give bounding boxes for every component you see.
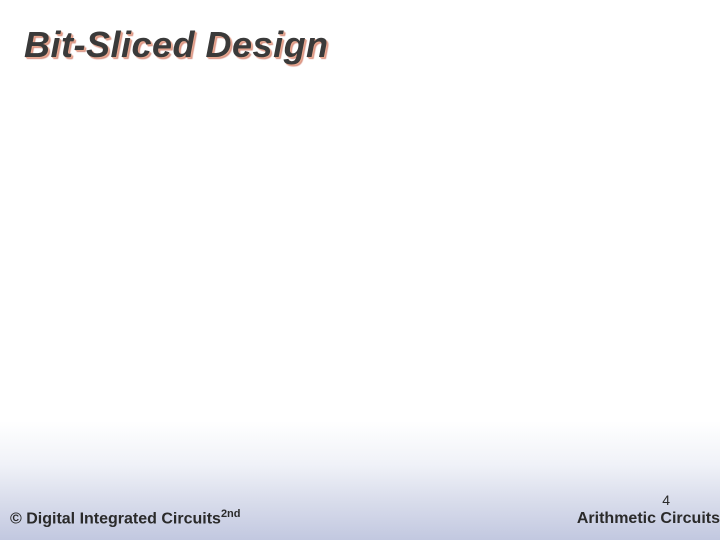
footer-left-sup: 2nd	[221, 508, 241, 520]
page-number: 4	[662, 492, 670, 508]
footer-copyright: © Digital Integrated Circuits2nd	[10, 508, 241, 528]
footer-section: Arithmetic Circuits	[577, 510, 720, 528]
slide-title: Bit-Sliced Design	[24, 24, 329, 66]
footer-left-text: © Digital Integrated Circuits	[10, 510, 221, 527]
